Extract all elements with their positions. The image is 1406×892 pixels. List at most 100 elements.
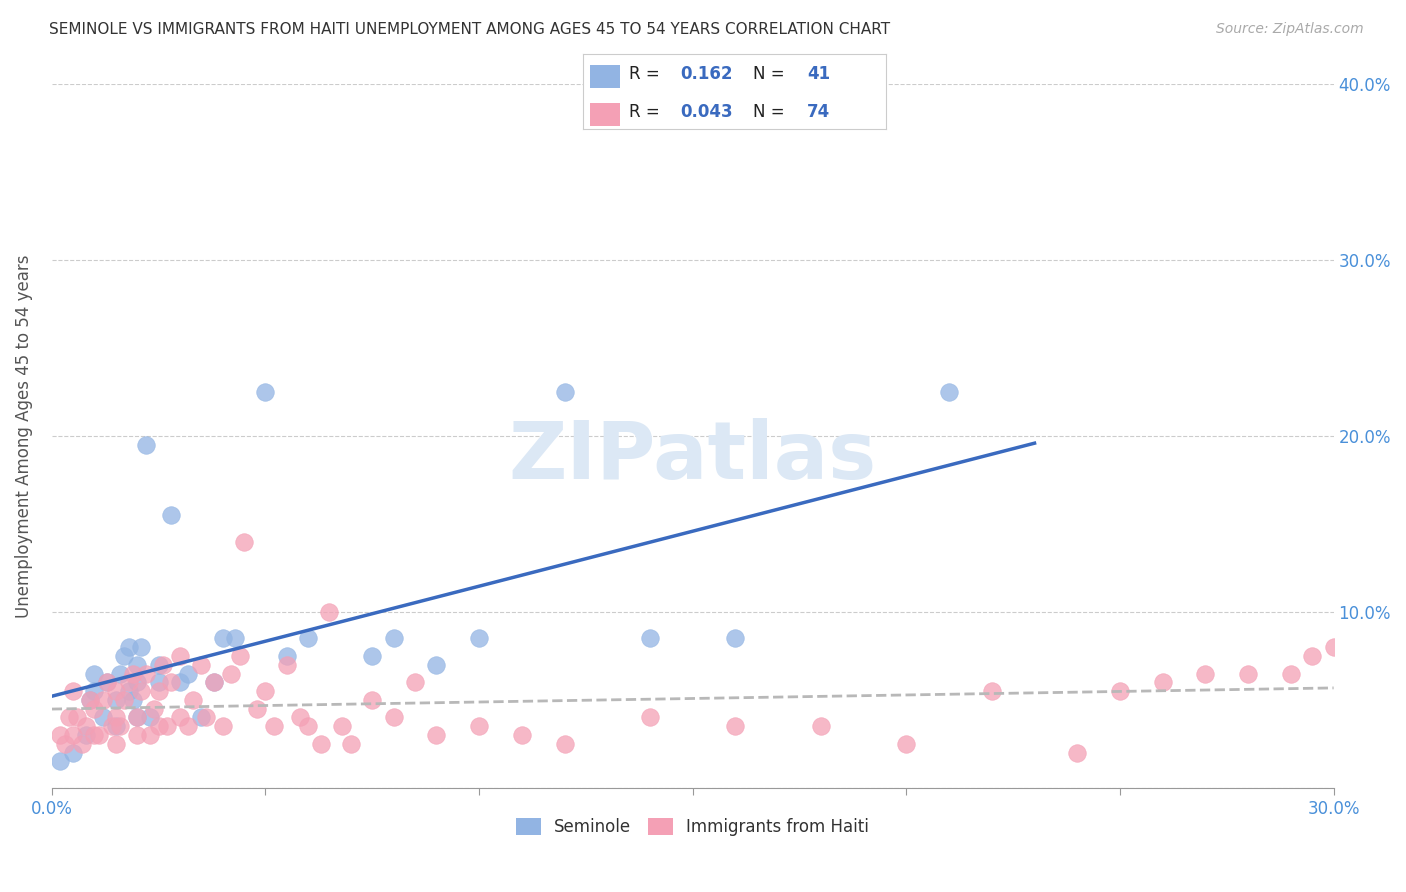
Y-axis label: Unemployment Among Ages 45 to 54 years: Unemployment Among Ages 45 to 54 years bbox=[15, 254, 32, 618]
Point bbox=[1109, 684, 1132, 698]
Point bbox=[83, 728, 105, 742]
Point bbox=[169, 648, 191, 663]
Point bbox=[62, 684, 84, 698]
Point bbox=[1301, 648, 1323, 663]
Point bbox=[202, 675, 225, 690]
Point bbox=[135, 666, 157, 681]
Point bbox=[122, 693, 145, 707]
Point bbox=[938, 385, 960, 400]
Point bbox=[143, 702, 166, 716]
Point bbox=[135, 438, 157, 452]
Point bbox=[638, 710, 661, 724]
Point bbox=[139, 728, 162, 742]
Point bbox=[263, 719, 285, 733]
Text: R =: R = bbox=[628, 103, 665, 121]
Point bbox=[1066, 746, 1088, 760]
Point bbox=[553, 385, 575, 400]
Point bbox=[148, 657, 170, 672]
Point bbox=[131, 640, 153, 655]
Point bbox=[127, 710, 149, 724]
Point bbox=[49, 728, 72, 742]
Point bbox=[276, 648, 298, 663]
Point bbox=[104, 693, 127, 707]
Point bbox=[330, 719, 353, 733]
Point bbox=[1194, 666, 1216, 681]
Point bbox=[254, 684, 277, 698]
Point bbox=[233, 534, 256, 549]
Text: ZIPatlas: ZIPatlas bbox=[509, 418, 877, 496]
Point bbox=[382, 632, 405, 646]
Point bbox=[127, 675, 149, 690]
Point bbox=[127, 710, 149, 724]
Point bbox=[104, 737, 127, 751]
Point bbox=[211, 632, 233, 646]
Point bbox=[112, 648, 135, 663]
Point bbox=[980, 684, 1002, 698]
Point bbox=[156, 719, 179, 733]
Point bbox=[246, 702, 269, 716]
Point bbox=[75, 719, 97, 733]
Point bbox=[177, 719, 200, 733]
Text: Source: ZipAtlas.com: Source: ZipAtlas.com bbox=[1216, 22, 1364, 37]
Point bbox=[425, 728, 447, 742]
Point bbox=[553, 737, 575, 751]
Point bbox=[148, 719, 170, 733]
Point bbox=[297, 632, 319, 646]
Point bbox=[79, 693, 101, 707]
Point bbox=[194, 710, 217, 724]
Point bbox=[148, 684, 170, 698]
Point bbox=[288, 710, 311, 724]
Point bbox=[219, 666, 242, 681]
Point bbox=[139, 710, 162, 724]
Point bbox=[297, 719, 319, 733]
Point bbox=[53, 737, 76, 751]
Point bbox=[510, 728, 533, 742]
Point bbox=[83, 702, 105, 716]
Point bbox=[382, 710, 405, 724]
Point bbox=[211, 719, 233, 733]
Point bbox=[896, 737, 918, 751]
Legend: Seminole, Immigrants from Haiti: Seminole, Immigrants from Haiti bbox=[509, 812, 876, 843]
Point bbox=[108, 666, 131, 681]
Point bbox=[118, 684, 141, 698]
Point bbox=[152, 657, 174, 672]
Text: N =: N = bbox=[752, 103, 790, 121]
Point bbox=[96, 675, 118, 690]
Point bbox=[104, 719, 127, 733]
Point bbox=[340, 737, 363, 751]
Point bbox=[160, 508, 183, 523]
Point bbox=[425, 657, 447, 672]
Point bbox=[177, 666, 200, 681]
Text: R =: R = bbox=[628, 65, 665, 83]
Point bbox=[112, 693, 135, 707]
Point bbox=[79, 693, 101, 707]
Point bbox=[724, 632, 747, 646]
Text: N =: N = bbox=[752, 65, 790, 83]
Point bbox=[190, 657, 212, 672]
Point bbox=[810, 719, 832, 733]
Point bbox=[104, 684, 127, 698]
Point bbox=[190, 710, 212, 724]
Point bbox=[118, 640, 141, 655]
Point bbox=[62, 746, 84, 760]
Point bbox=[318, 605, 340, 619]
Point bbox=[83, 684, 105, 698]
Point bbox=[1323, 640, 1346, 655]
Point bbox=[254, 385, 277, 400]
Point bbox=[1152, 675, 1174, 690]
Point bbox=[468, 719, 491, 733]
Point bbox=[468, 632, 491, 646]
Point bbox=[224, 632, 246, 646]
Point bbox=[108, 719, 131, 733]
Point bbox=[62, 728, 84, 742]
Point bbox=[58, 710, 80, 724]
Point bbox=[87, 728, 110, 742]
Point bbox=[148, 675, 170, 690]
Point bbox=[75, 728, 97, 742]
Point bbox=[309, 737, 332, 751]
Point bbox=[169, 675, 191, 690]
Text: 41: 41 bbox=[807, 65, 831, 83]
Text: 0.043: 0.043 bbox=[681, 103, 733, 121]
Point bbox=[724, 719, 747, 733]
Point bbox=[91, 710, 114, 724]
